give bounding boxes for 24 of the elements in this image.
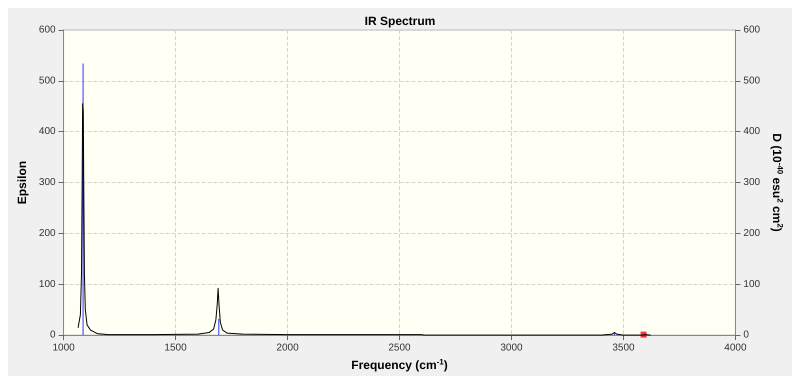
y2-axis-title: D (10-40 esu2 cm2) xyxy=(770,133,784,232)
y2-tick-label: 300 xyxy=(743,177,761,188)
y-tick-label: 0 xyxy=(50,330,56,341)
y-tick-label: 600 xyxy=(38,24,56,36)
y2-tick-label: 0 xyxy=(743,330,750,341)
y2-tick-label: 500 xyxy=(743,75,761,86)
y-axis-title: Epsilon xyxy=(15,160,29,204)
y2-tick-label: 100 xyxy=(743,278,761,290)
y2-tick-label: 600 xyxy=(743,24,761,36)
x-tick-label: 1000 xyxy=(52,342,76,354)
y2-tick-label: 200 xyxy=(743,228,761,239)
x-tick-label: 2000 xyxy=(276,342,300,354)
y-tick-label: 300 xyxy=(38,177,56,188)
y-tick-label: 500 xyxy=(38,75,56,86)
x-tick-label: 3000 xyxy=(500,342,524,354)
y2-tick-label: 400 xyxy=(743,126,761,138)
x-tick-label: 3500 xyxy=(612,342,636,354)
y-tick-label: 100 xyxy=(38,278,56,290)
x-tick-label: 2500 xyxy=(388,342,412,354)
x-tick-label: 1500 xyxy=(164,342,188,354)
y-tick-label: 400 xyxy=(38,126,56,138)
y-tick-label: 200 xyxy=(38,228,56,239)
x-tick-label: 4000 xyxy=(724,342,747,354)
chart-title: IR Spectrum xyxy=(364,14,436,28)
